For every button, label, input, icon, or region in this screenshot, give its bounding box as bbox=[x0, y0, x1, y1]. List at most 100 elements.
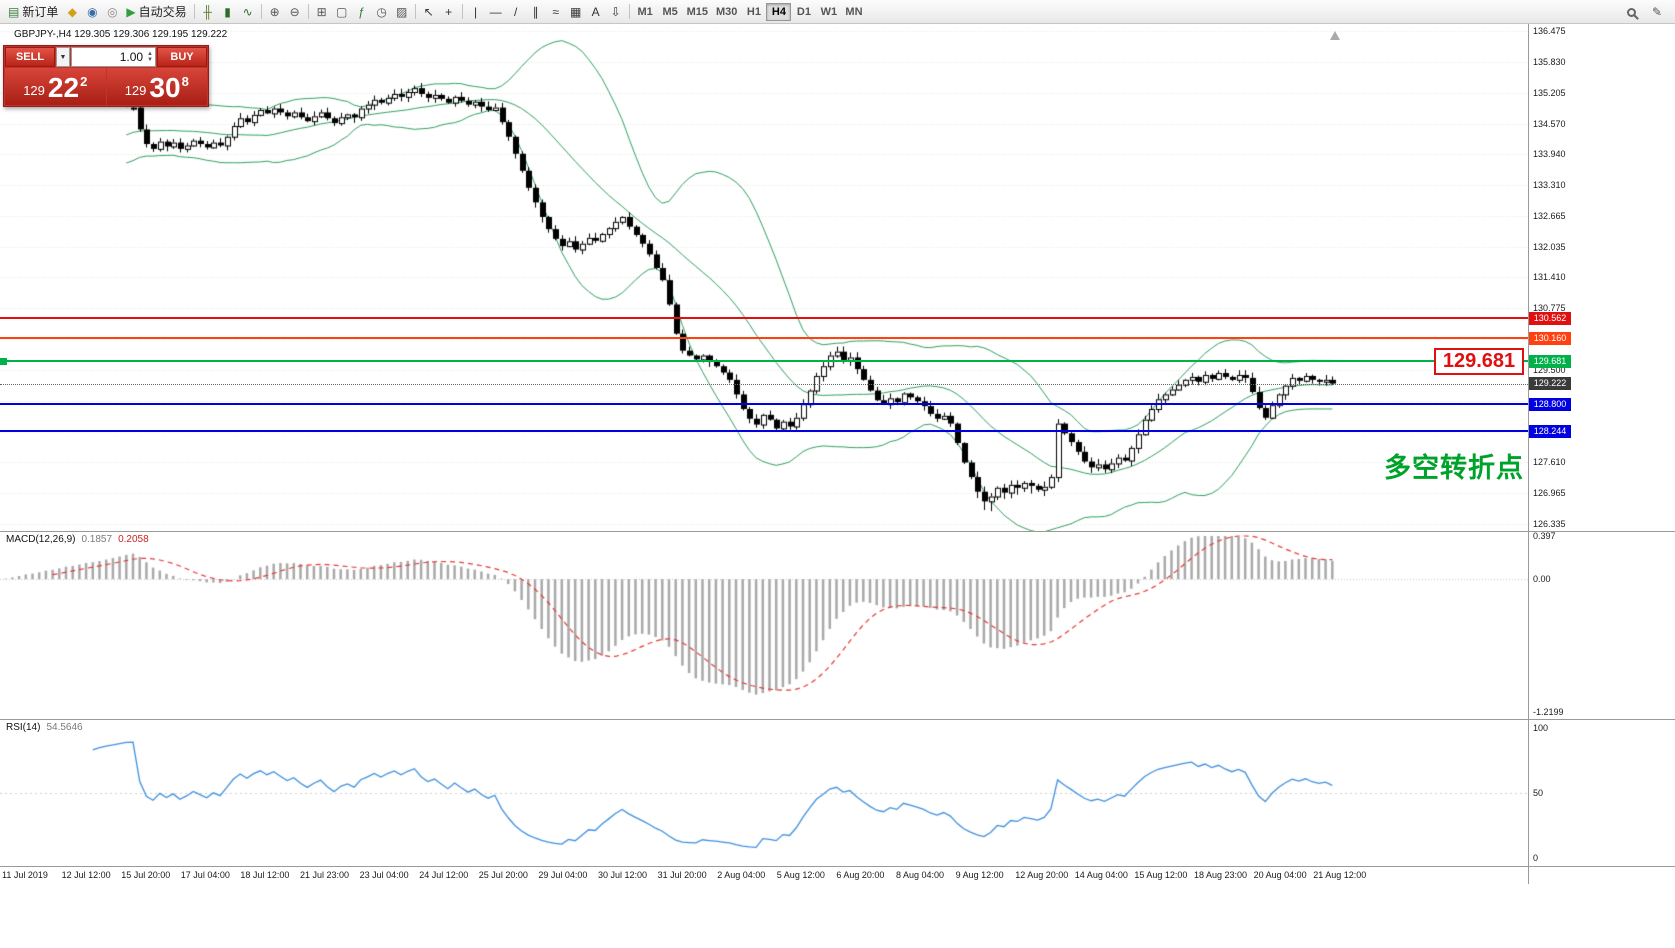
trendline-tool-button[interactable]: / bbox=[506, 2, 526, 22]
cursor-icon: ↖ bbox=[423, 4, 434, 19]
volume-value[interactable]: 1.00 bbox=[119, 50, 144, 64]
candlestick-type-button[interactable]: ▮ bbox=[218, 2, 238, 22]
volume-spin-buttons: ▲ ▼ bbox=[147, 51, 153, 63]
timeframe-button-w1[interactable]: W1 bbox=[820, 5, 838, 18]
y-axis-tick: 127.610 bbox=[1533, 457, 1566, 467]
x-axis-label: 23 Jul 04:00 bbox=[359, 870, 409, 880]
chart-autoscroll-marker[interactable] bbox=[1330, 31, 1340, 40]
play-icon: ▶ bbox=[126, 4, 136, 19]
zoom-in-button[interactable]: ⊕ bbox=[265, 2, 285, 22]
x-axis-label: 29 Jul 04:00 bbox=[538, 870, 588, 880]
bull-bear-turning-point-note[interactable]: 多空转折点 bbox=[1384, 453, 1524, 483]
price-label-130.160: 130.160 bbox=[1529, 331, 1571, 345]
buy-price-button[interactable]: 129 30 8 bbox=[106, 68, 207, 105]
chevron-down-icon: ▼ bbox=[59, 53, 67, 61]
equidistant-channel-tool-button[interactable]: ∥ bbox=[526, 2, 546, 22]
timeframe-button-m30[interactable]: M30 bbox=[716, 5, 738, 18]
fibonacci-tool-button[interactable]: ≈ bbox=[546, 2, 566, 22]
data-window-button[interactable]: ◎ bbox=[102, 2, 122, 22]
rsi-scale-label: 50 bbox=[1533, 788, 1544, 798]
macd-name: MACD(12,26,9) bbox=[6, 534, 76, 545]
price-chart-canvas[interactable] bbox=[0, 24, 1528, 531]
rsi-scale-label: 100 bbox=[1533, 723, 1549, 733]
quick-edit-button[interactable]: ✎ bbox=[1647, 2, 1667, 22]
templates-button[interactable]: ▨ bbox=[392, 2, 412, 22]
y-axis-tick: 132.665 bbox=[1533, 211, 1566, 222]
indicators-button[interactable]: ƒ bbox=[352, 2, 372, 22]
timeframe-button-m15[interactable]: M15 bbox=[686, 5, 709, 18]
timeframe-button-h1[interactable]: H1 bbox=[746, 5, 761, 18]
pencil-icon: ✎ bbox=[1651, 5, 1663, 19]
panel-separator[interactable] bbox=[0, 531, 1675, 532]
hline-129.222[interactable] bbox=[0, 383, 1528, 385]
hline-128.244[interactable] bbox=[0, 430, 1528, 433]
hline-130.160[interactable] bbox=[0, 337, 1528, 340]
hline-anchor-handle[interactable] bbox=[0, 358, 7, 366]
macd-scale-label: 0.397 bbox=[1533, 531, 1556, 541]
price-callout[interactable]: 129.681 bbox=[1434, 348, 1524, 375]
market-watch-button[interactable]: ◉ bbox=[82, 2, 102, 22]
volume-increase-button[interactable]: ▲ bbox=[147, 51, 153, 57]
periods-button[interactable]: ◷ bbox=[372, 2, 392, 22]
volume-decrease-button[interactable]: ▼ bbox=[147, 57, 153, 63]
data-window-icon: ◎ bbox=[107, 4, 118, 19]
y-axis-tick: 131.410 bbox=[1533, 272, 1566, 283]
macd-canvas[interactable] bbox=[0, 531, 1528, 719]
panel-separator[interactable] bbox=[0, 719, 1675, 720]
shapes-tool-button[interactable]: ▦ bbox=[566, 2, 586, 22]
arrows-tool-button[interactable]: ⇩ bbox=[606, 2, 626, 22]
timeframe-button-m1[interactable]: M1 bbox=[637, 5, 653, 18]
hline-128.800[interactable] bbox=[0, 403, 1528, 406]
rsi-canvas[interactable] bbox=[0, 719, 1528, 866]
ask-pip-digit: 8 bbox=[181, 74, 189, 89]
y-axis-tick: 130.775 bbox=[1533, 303, 1566, 314]
timeframe-button-h4[interactable]: H4 bbox=[766, 2, 792, 21]
sell-button[interactable]: SELL bbox=[5, 47, 55, 67]
tile-windows-button[interactable]: ⊞ bbox=[312, 2, 332, 22]
hline-129.681[interactable] bbox=[0, 360, 1528, 363]
zoom-out-button[interactable]: ⊖ bbox=[285, 2, 305, 22]
x-axis-label: 12 Aug 20:00 bbox=[1015, 870, 1069, 880]
one-click-trading-panel: SELL ▼ 1.00 ▲ ▼ BUY 129 22 2 129 30 8 bbox=[3, 45, 209, 107]
hline-130.562[interactable] bbox=[0, 317, 1528, 320]
bar-chart-type-button[interactable]: ╫ bbox=[198, 2, 218, 22]
line-chart-type-button[interactable]: ∿ bbox=[238, 2, 258, 22]
timeframe-button-d1[interactable]: D1 bbox=[796, 5, 811, 18]
timeframe-button-m5[interactable]: M5 bbox=[662, 5, 678, 18]
shapes-icon: ▦ bbox=[569, 4, 582, 19]
buy-button[interactable]: BUY bbox=[157, 47, 207, 67]
toolbar-button-groups: ▤ 新订单 ◆ ◉ ◎ ▶ 自动交易 ╫ ▮ ∿ ⊕ ⊖ ⊞ ▢ ƒ ◷ ▨ ↖ + | — / ∥ ≈ ▦ A ⇩ bbox=[4, 2, 626, 22]
clock-icon: ◷ bbox=[376, 4, 387, 19]
symbol-ohlc-info: GBPJPY-,H4 129.305 129.306 129.195 129.2… bbox=[14, 29, 228, 40]
y-axis-tick: 133.310 bbox=[1533, 179, 1566, 190]
ask-big-digits: 30 bbox=[149, 72, 181, 103]
price-label-129.222: 129.222 bbox=[1529, 377, 1571, 391]
volume-stepper[interactable]: 1.00 ▲ ▼ bbox=[71, 47, 156, 67]
x-axis-label: 15 Jul 20:00 bbox=[121, 870, 171, 880]
macd-indicator-label: MACD(12,26,9) 0.1857 0.2058 bbox=[6, 534, 149, 545]
main-toolbar: ▤ 新订单 ◆ ◉ ◎ ▶ 自动交易 ╫ ▮ ∿ ⊕ ⊖ ⊞ ▢ ƒ ◷ ▨ ↖ + | — / ∥ ≈ ▦ A ⇩ M1 M5 M15… bbox=[0, 0, 1675, 24]
zoom-out-icon: ⊖ bbox=[289, 4, 300, 19]
toolbar-separator bbox=[307, 4, 309, 19]
bid-pip-digit: 2 bbox=[80, 74, 88, 89]
x-axis-label: 31 Jul 20:00 bbox=[657, 870, 707, 880]
search-button[interactable] bbox=[1621, 2, 1641, 22]
price-label-128.800: 128.800 bbox=[1529, 397, 1571, 411]
horizontal-line-tool-button[interactable]: — bbox=[486, 2, 506, 22]
y-axis-tick: 136.475 bbox=[1533, 26, 1566, 36]
timeframe-button-mn[interactable]: MN bbox=[845, 5, 863, 18]
crosshair-tool-button[interactable]: + bbox=[439, 2, 459, 22]
vertical-line-tool-button[interactable]: | bbox=[466, 2, 486, 22]
template-icon: ▨ bbox=[395, 4, 408, 19]
auto-trading-button[interactable]: ▶ 自动交易 bbox=[122, 2, 190, 22]
order-type-dropdown[interactable]: ▼ bbox=[56, 47, 70, 67]
text-tool-button[interactable]: A bbox=[586, 2, 606, 22]
cursor-tool-button[interactable]: ↖ bbox=[419, 2, 439, 22]
toolbar-right-icons: ✎ bbox=[1621, 2, 1667, 22]
sell-price-button[interactable]: 129 22 2 bbox=[5, 68, 106, 105]
bid-prefix: 129 bbox=[23, 83, 45, 98]
cascade-windows-button[interactable]: ▢ bbox=[332, 2, 352, 22]
depth-of-market-button[interactable]: ◆ bbox=[62, 2, 82, 22]
price-label-128.244: 128.244 bbox=[1529, 424, 1571, 438]
new-order-button[interactable]: ▤ 新订单 bbox=[4, 2, 62, 22]
